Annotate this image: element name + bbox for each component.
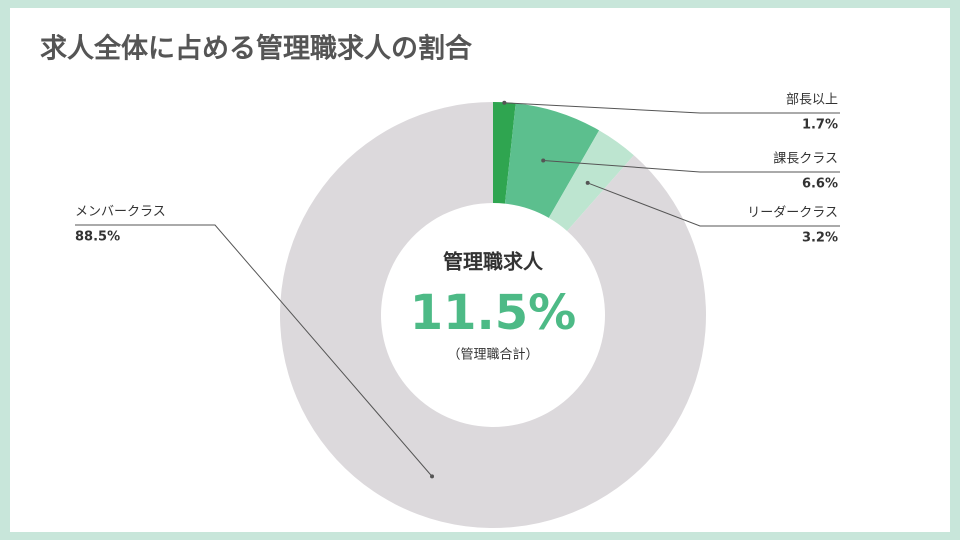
leader-dot [502, 100, 507, 105]
leader-line [587, 182, 840, 227]
leader-dot [430, 474, 435, 479]
center-value: 11.5% [410, 285, 577, 341]
donut-slice [493, 102, 516, 204]
center-note: （管理職合計） [447, 347, 538, 363]
chart-title: 求人全体に占める管理職求人の割合 [40, 33, 472, 65]
slice-value: 1.7% [802, 118, 838, 133]
leader-line [75, 224, 433, 477]
center-title: 管理職求人 [443, 250, 544, 274]
slice-value: 88.5% [75, 230, 120, 245]
leader-dot [585, 180, 590, 185]
slice-value: 6.6% [802, 177, 838, 192]
slice-label: リーダークラス [747, 206, 838, 221]
leader-dot [541, 158, 546, 163]
slice-label: 部長以上 [786, 93, 838, 108]
slice-label: 課長クラス [773, 151, 838, 167]
donut-slice [279, 102, 706, 528]
leader-line [543, 159, 840, 173]
leader-line [504, 102, 840, 114]
slice-value: 3.2% [802, 231, 838, 246]
donut-slice [548, 130, 634, 231]
slice-label: メンバークラス [75, 205, 166, 220]
donut-slice [504, 103, 600, 218]
